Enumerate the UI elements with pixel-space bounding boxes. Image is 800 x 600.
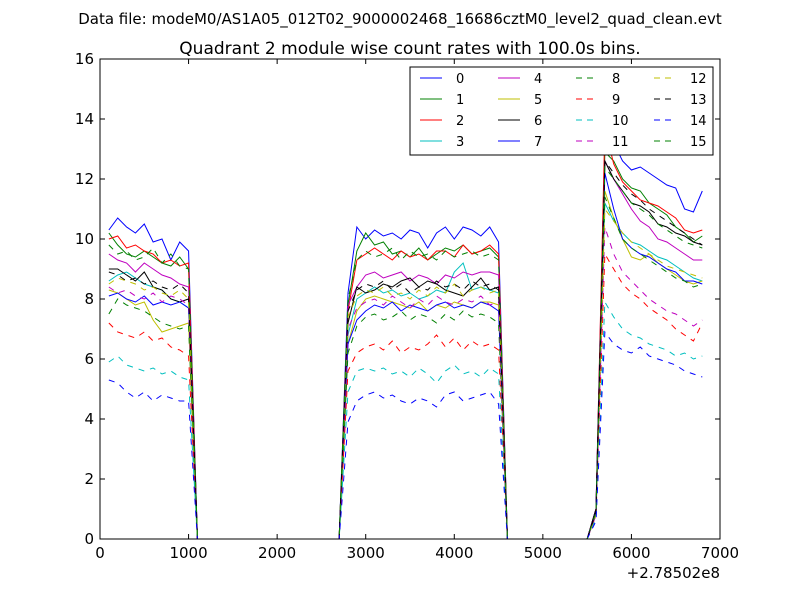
x-tick-label: 3000 [347, 544, 385, 562]
legend-label-9: 9 [612, 93, 620, 108]
series-layer [108, 127, 703, 539]
y-tick-label: 8 [84, 290, 94, 308]
legend-label-1: 1 [456, 93, 464, 108]
series-line-14 [108, 330, 703, 539]
series-line-15 [108, 165, 703, 539]
series-line-11 [108, 226, 703, 539]
x-tick-label: 5000 [524, 544, 562, 562]
legend-label-8: 8 [612, 72, 620, 87]
legend-label-12: 12 [690, 72, 707, 87]
y-tick-label: 12 [75, 170, 94, 188]
chart-title: Quadrant 2 module wise count rates with … [179, 39, 640, 59]
x-tick-label: 7000 [701, 544, 739, 562]
ticks-layer: 0 1000 2000 3000 4000 5000 6000 700002468101214… [75, 50, 739, 562]
x-tick-label: 1000 [169, 544, 207, 562]
legend-label-3: 3 [456, 135, 464, 150]
data-file-suptitle: Data file: modeM0/AS1A05_012T02_90000024… [78, 10, 722, 29]
series-line-0 [108, 139, 703, 539]
series-line-7 [108, 172, 703, 539]
legend-label-13: 13 [690, 93, 707, 108]
x-tick-label: 0 [95, 544, 105, 562]
x-tick-label: 6000 [612, 544, 650, 562]
x-offset-label: +2.78502e8 [627, 564, 720, 582]
y-tick-label: 10 [75, 230, 94, 248]
series-line-9 [108, 252, 703, 539]
legend-box [409, 66, 714, 156]
series-line-10 [108, 300, 703, 539]
series-line-13 [108, 159, 703, 539]
y-tick-label: 6 [84, 350, 94, 368]
y-tick-label: 2 [84, 470, 94, 488]
legend-label-15: 15 [690, 135, 707, 150]
legend-label-10: 10 [612, 114, 629, 129]
series-line-2 [108, 127, 703, 539]
x-tick-label: 4000 [435, 544, 473, 562]
legend-label-7: 7 [534, 135, 542, 150]
y-tick-label: 0 [84, 530, 94, 548]
legend-label-4: 4 [534, 72, 542, 87]
legend-label-0: 0 [456, 72, 464, 87]
series-line-1 [108, 150, 703, 539]
y-tick-label: 4 [84, 410, 94, 428]
legend-label-6: 6 [534, 114, 542, 129]
plot-area [99, 58, 721, 540]
legend-label-14: 14 [690, 114, 707, 129]
series-line-8 [108, 196, 703, 539]
legend-label-5: 5 [534, 93, 542, 108]
y-tick-label: 16 [75, 50, 94, 68]
series-line-5 [108, 190, 703, 539]
y-tick-label: 14 [75, 110, 94, 128]
x-tick-label: 2000 [258, 544, 296, 562]
legend-label-11: 11 [612, 135, 629, 150]
legend-label-2: 2 [456, 114, 464, 129]
